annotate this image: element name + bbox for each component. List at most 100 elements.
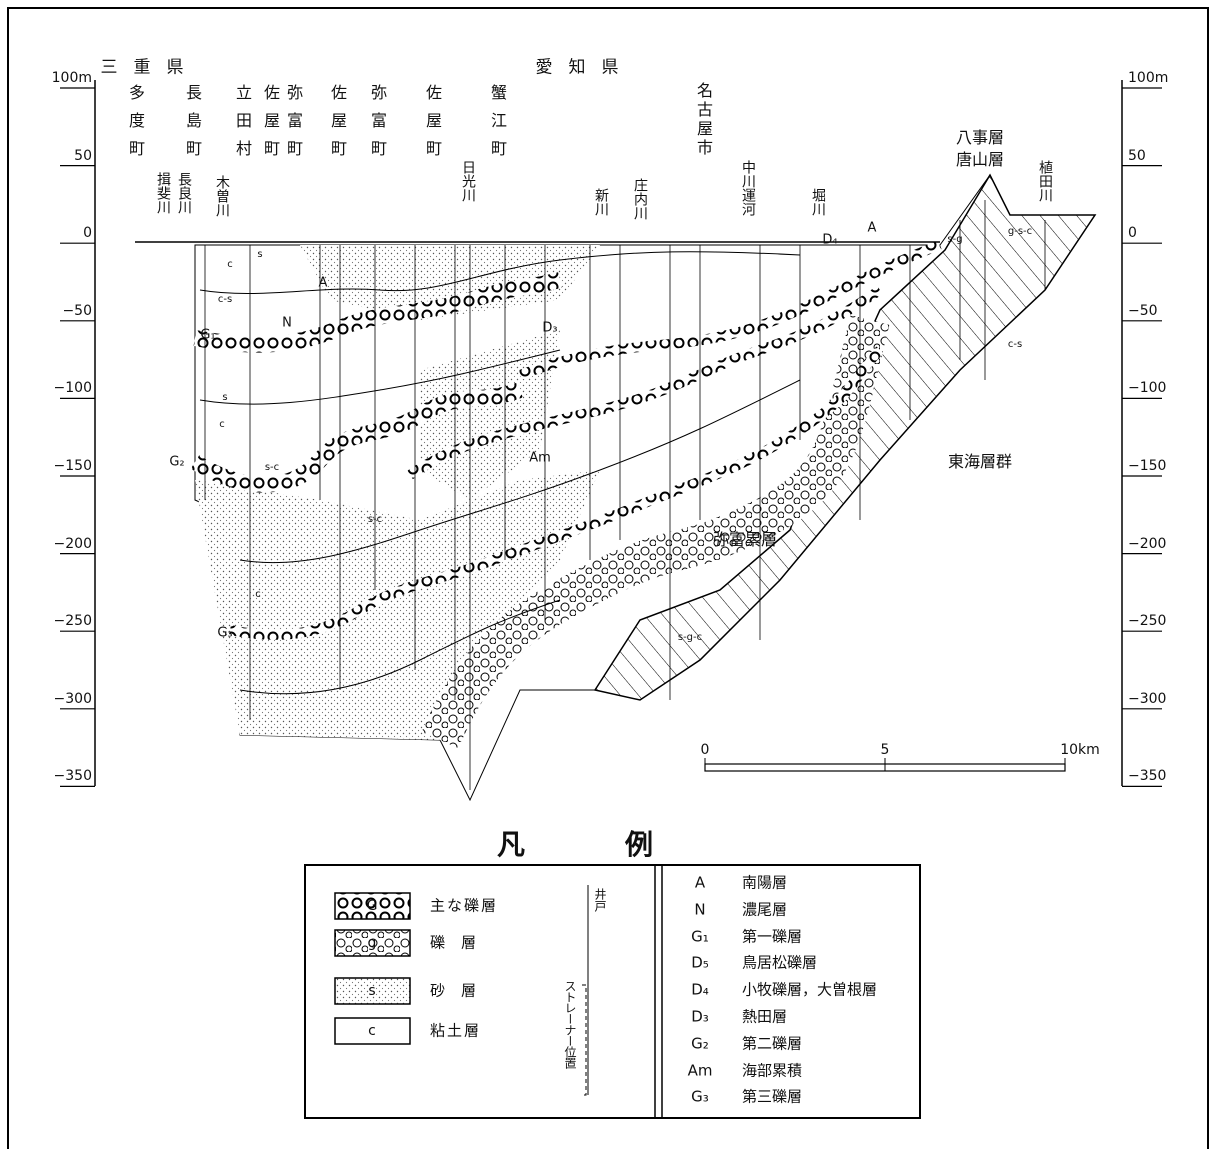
depth-label: −250 [53,613,92,630]
legend-symbol: G [366,898,378,914]
depth-label: 0 [1128,225,1137,242]
unit-code: G₁ [691,927,709,946]
scale-bar [704,758,1066,772]
depth-label: 100m [1128,70,1169,86]
distance-label: 10km [1060,742,1100,758]
depth-label: −350 [1128,768,1167,785]
unit-code: D₃ [691,1007,709,1026]
river-name: 中川運河 [740,160,756,216]
unit-code: D₅ [691,953,709,972]
unit-name: 濃尾層 [742,900,788,919]
section-mark: N [282,315,292,331]
section-mark: G₂ [169,454,185,470]
lithology-mark: g-s-c [1007,226,1033,237]
unit-name: 鳥居松礫層 [742,953,818,972]
depth-label: −350 [53,768,92,785]
depth-label: −100 [1128,380,1167,397]
legend-title: 凡例 [496,828,754,861]
lithology-mark: s [257,249,263,260]
section-mark: D₄ [822,232,838,248]
lithology-mark: c [227,259,233,270]
town-name: 長島町 [183,84,202,168]
legend-box [304,864,921,1119]
river-name: 揖斐川 [155,172,171,214]
unit-name: 第三礫層 [742,1087,803,1106]
unit-code: A [694,873,706,892]
depth-label: −50 [62,302,92,319]
legend-label: 礫層 [430,933,493,952]
legend-symbol: c [368,1023,376,1039]
river-name: 長良川 [176,172,192,214]
unit-code: N [694,900,706,919]
prefecture: 愛知県 [535,57,635,78]
lithology-mark: s-g-c [677,632,703,643]
section-mark: A [318,275,328,291]
section-mark: Am [529,450,551,466]
river-name: 植田川 [1037,160,1053,202]
town-name: 弥富町 [284,84,303,168]
depth-label: −300 [1128,690,1167,707]
town-name: 佐屋町 [261,84,280,168]
depth-label: −300 [53,690,92,707]
depth-label: 50 [74,147,92,164]
section-mark: G₁ [200,327,216,343]
formation-label: 東海層群 [948,452,1013,471]
formation-label: 八事層 [955,128,1005,147]
lithology-mark: s-c [264,462,280,473]
depth-label: 50 [1128,147,1146,164]
section-mark: D₃ [542,320,558,336]
river-name: 庄内川 [632,178,648,220]
depth-label: −250 [1128,613,1167,630]
formation-label: 弥富累層 [713,530,778,549]
unit-code: G₂ [691,1034,709,1053]
unit-code: D₄ [691,980,709,999]
prefecture: 三重県 [100,57,200,78]
river-name: 日光川 [460,160,476,202]
depth-label: −200 [1128,535,1167,552]
unit-name: 南陽層 [742,873,788,892]
town-name: 蟹江町 [488,84,507,168]
lithology-mark: c [219,419,225,430]
town-name: 佐屋町 [423,84,442,168]
legend-symbol: s [368,983,376,999]
lithology-mark: s-g [947,234,963,245]
formation-label: 唐山層 [955,150,1005,169]
unit-name: 第一礫層 [742,927,803,946]
river-name: 木曽川 [214,175,230,217]
unit-name: 海部累積 [742,1061,803,1080]
unit-name: 熱田層 [742,1007,788,1026]
town-name: 多度町 [126,84,145,168]
unit-code: Am [687,1061,713,1080]
river-name: 堀川 [810,188,826,216]
strainer-label: ストレーナー位置 [563,980,577,1068]
section-mark: A [867,220,877,236]
legend-label: 砂層 [430,981,493,1000]
depth-label: −200 [53,535,92,552]
section-mark: G₃ [217,625,233,641]
unit-name: 第二礫層 [742,1034,803,1053]
frame [7,7,1209,1149]
distance-label: 5 [880,742,890,758]
depth-label: −150 [53,458,92,474]
river-name: 新川 [593,188,609,216]
lithology-mark: s-c [367,514,383,525]
town-name: 弥富町 [368,84,387,168]
lithology-mark: c [255,589,261,600]
lithology-mark: s [222,392,228,403]
lithology-mark: c-s [217,294,233,305]
legend-label: 主な礫層 [430,896,499,915]
town-name: 立田村 [233,84,252,168]
unit-name: 小牧礫層，大曽根層 [742,980,878,999]
lithology-mark: c-s [1007,339,1023,350]
legend-symbol: g [367,935,377,951]
well-label: 井戸 [593,888,607,912]
distance-label: 0 [700,742,710,758]
legend-label: 粘土層 [430,1021,482,1040]
depth-label: −150 [1128,458,1167,474]
depth-label: −100 [53,380,92,397]
geology [135,173,1097,802]
unit-code: G₃ [691,1087,709,1106]
depth-label: −50 [1128,302,1158,319]
